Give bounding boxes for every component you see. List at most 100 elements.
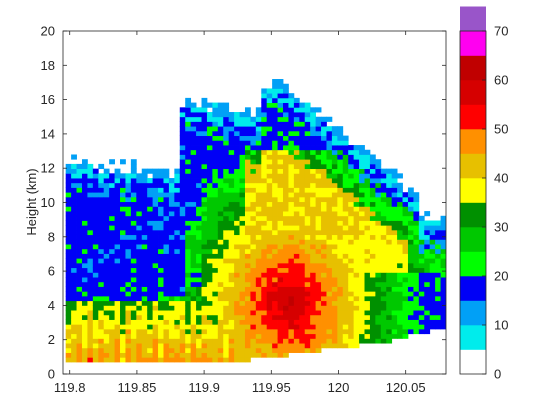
reflectivity-cell [223,135,230,141]
reflectivity-cell [266,159,273,165]
reflectivity-cell [310,267,316,273]
reflectivity-cell [261,97,268,103]
reflectivity-cell [244,168,251,174]
reflectivity-cell [424,248,431,254]
reflectivity-cell [261,130,268,137]
reflectivity-cell [364,244,371,250]
reflectivity-cell [418,262,425,269]
reflectivity-cell [65,343,72,349]
reflectivity-cell [81,281,88,287]
reflectivity-cell [261,220,268,226]
reflectivity-cell [109,215,115,221]
reflectivity-cell [147,314,154,320]
reflectivity-cell [380,281,387,287]
reflectivity-cell [212,168,219,174]
reflectivity-cell [71,258,77,264]
reflectivity-cell [239,149,246,155]
reflectivity-cell [413,295,420,302]
reflectivity-cell [359,163,365,170]
reflectivity-cell [217,347,224,353]
reflectivity-cell [130,201,137,207]
reflectivity-cell [272,149,278,155]
reflectivity-cell [261,102,268,108]
reflectivity-cell [92,295,99,302]
reflectivity-cell [299,116,306,122]
reflectivity-cell [250,328,257,335]
reflectivity-cell [185,248,192,254]
reflectivity-cell [190,102,197,108]
reflectivity-cell [98,277,105,283]
reflectivity-cell [206,286,213,292]
reflectivity-cell [272,130,278,137]
reflectivity-cell [109,286,115,292]
reflectivity-cell [158,328,164,335]
reflectivity-cell [304,229,311,236]
reflectivity-cell [266,281,273,287]
reflectivity-cell [272,107,278,113]
reflectivity-cell [250,267,257,273]
reflectivity-cell [98,314,105,320]
reflectivity-cell [326,130,333,137]
reflectivity-cell [76,324,83,330]
reflectivity-cell [369,154,376,160]
reflectivity-cell [386,291,393,297]
reflectivity-cell [98,338,105,344]
reflectivity-cell [369,187,376,193]
reflectivity-cell [380,324,387,330]
reflectivity-cell [283,187,289,193]
reflectivity-cell [147,295,154,302]
reflectivity-cell [250,220,257,226]
reflectivity-cell [152,244,159,250]
reflectivity-cell [315,130,322,137]
reflectivity-cell [337,277,344,283]
reflectivity-cell [109,262,115,269]
reflectivity-cell [174,343,181,349]
reflectivity-cell [103,215,110,221]
reflectivity-cell [375,314,382,320]
reflectivity-cell [386,277,393,283]
reflectivity-cell [141,220,148,226]
reflectivity-cell [359,229,365,236]
reflectivity-cell [206,140,213,146]
reflectivity-cell [283,253,289,259]
reflectivity-cell [299,300,306,306]
reflectivity-cell [239,267,246,273]
reflectivity-cell [288,244,295,250]
reflectivity-cell [179,314,186,320]
reflectivity-cell [81,244,88,250]
reflectivity-cell [234,258,240,264]
reflectivity-cell [71,333,77,339]
reflectivity-cell [424,277,431,283]
reflectivity-cell [272,83,278,89]
reflectivity-cell [212,281,219,287]
reflectivity-cell [359,300,365,306]
reflectivity-cell [163,310,170,316]
reflectivity-cell [163,357,170,363]
reflectivity-cell [424,239,431,245]
reflectivity-cell [310,215,316,221]
reflectivity-cell [185,333,192,339]
reflectivity-cell [65,187,72,193]
reflectivity-cell [277,130,284,137]
reflectivity-cell [331,234,338,240]
reflectivity-cell [283,277,289,283]
y-tick-label: 18 [41,58,55,73]
reflectivity-cell [196,107,202,113]
reflectivity-cell [261,338,268,344]
reflectivity-cell [196,173,202,179]
reflectivity-cell [81,352,88,358]
reflectivity-cell [337,272,344,278]
reflectivity-cell [201,192,208,198]
reflectivity-cell [125,343,132,349]
reflectivity-cell [174,272,181,278]
reflectivity-cell [114,272,121,278]
reflectivity-cell [337,135,344,141]
reflectivity-cell [163,178,170,184]
reflectivity-cell [413,192,420,198]
reflectivity-cell [283,116,289,122]
reflectivity-cell [359,182,365,188]
reflectivity-cell [65,300,72,306]
reflectivity-cell [212,253,219,259]
reflectivity-cell [413,258,420,264]
reflectivity-cell [272,234,278,240]
